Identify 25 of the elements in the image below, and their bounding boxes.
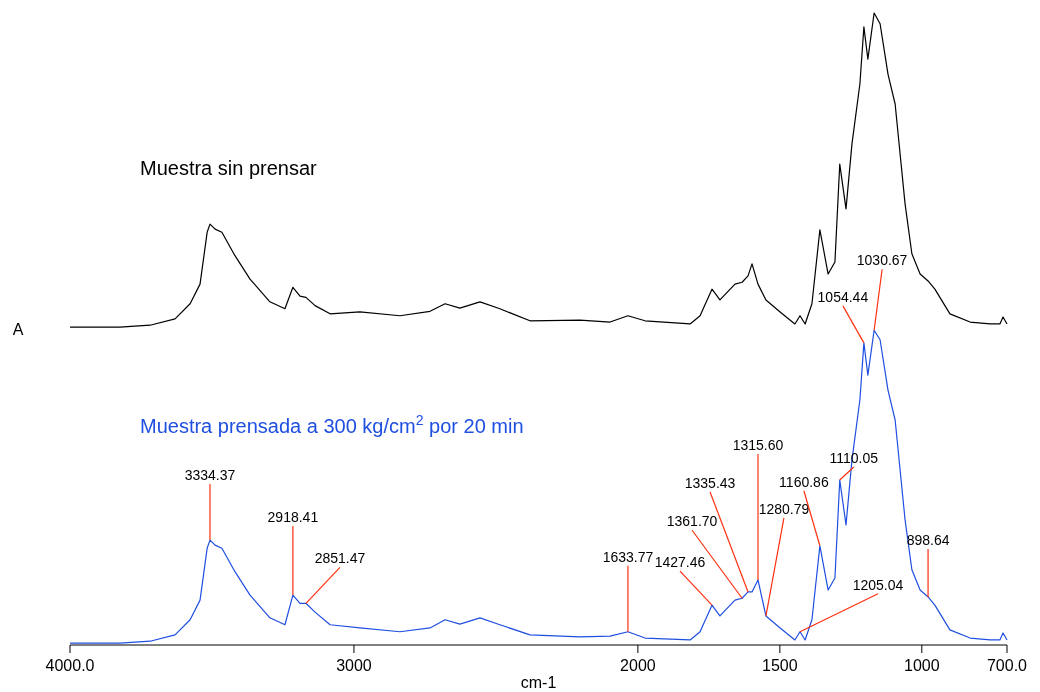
- annotation: 1361.70: [666, 513, 718, 530]
- annotation: 2918.41: [267, 509, 319, 526]
- annotation: 1280.79: [758, 500, 810, 517]
- annotation: 1054.44: [817, 288, 869, 305]
- text: Muestra prensada a 300 kg/cm$^{2}$ por 20 min: [140, 412, 524, 438]
- annotation: 1315.60: [732, 436, 784, 453]
- x-axis-title: cm-1: [520, 674, 557, 691]
- x-tick-label: 2000: [620, 657, 656, 674]
- x-tick-label: 700.0: [986, 657, 1028, 674]
- x-tick-label: 4000.0: [45, 657, 95, 674]
- annotation: 2851.47: [314, 550, 366, 567]
- x-tick-label: 1500: [762, 657, 798, 674]
- annotation: 1110.05: [829, 450, 879, 467]
- annotation: 1335.43: [684, 474, 736, 491]
- y-axis-title: A: [12, 321, 24, 338]
- annotation: 1427.46: [654, 554, 706, 571]
- annotation: 898.64: [906, 531, 950, 548]
- annotation: 1633.77: [602, 548, 654, 565]
- annotation: 1160.86: [779, 473, 829, 490]
- text: Muestra sin prensar: [140, 156, 318, 179]
- annotation: 1030.67: [856, 252, 908, 269]
- x-tick-label: 3000: [336, 657, 372, 674]
- annotation: 3334.37: [184, 467, 236, 484]
- annotation: 1205.04: [852, 576, 904, 593]
- x-tick-label: 1000: [904, 657, 940, 674]
